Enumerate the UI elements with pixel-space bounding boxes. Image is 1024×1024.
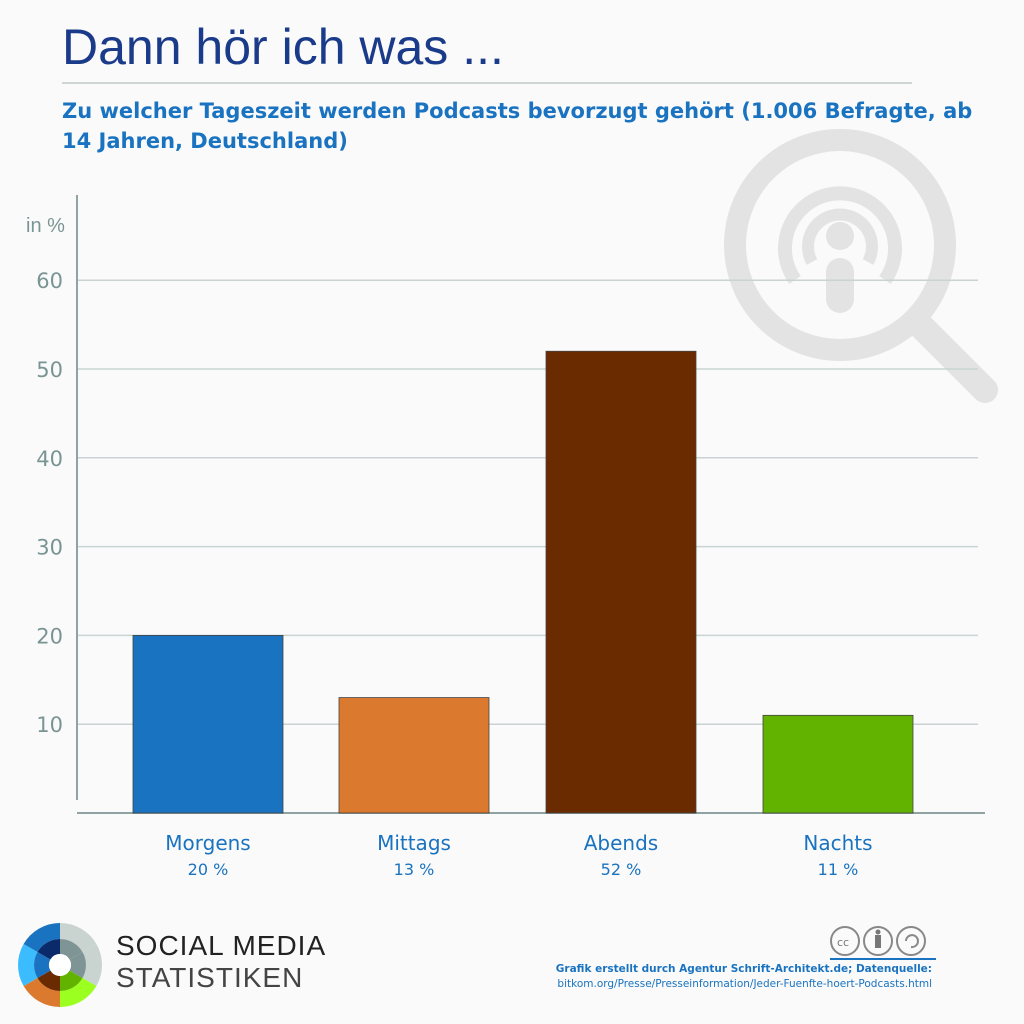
y-axis-label: in % (26, 215, 65, 237)
logo-segment (60, 978, 97, 1007)
logo-segment (23, 923, 61, 952)
logo-segment (82, 944, 102, 986)
logo-segment (60, 939, 83, 960)
bar-nachts (762, 714, 914, 814)
podcast-search-icon (724, 129, 998, 403)
logo-segment (60, 970, 83, 991)
divider (62, 82, 912, 84)
x-tick-label: Abends (584, 831, 658, 855)
x-tick-label: Morgens (165, 831, 250, 855)
y-tick-label: 60 (36, 269, 63, 293)
svg-text:cc: cc (837, 936, 849, 949)
credit-text: Grafik erstellt durch Agentur Schrift-Ar… (555, 963, 932, 975)
brand-line-1: SOCIAL MEDIA (116, 930, 327, 961)
page-title: Dann hör ich was ... (62, 19, 504, 75)
cc-icon (830, 926, 860, 956)
value-label: 52 % (601, 860, 642, 879)
y-tick-label: 10 (36, 713, 63, 737)
brand-logo (18, 923, 102, 1007)
x-tick-label: Nachts (803, 831, 872, 855)
y-tick-label: 30 (36, 536, 63, 560)
logo-segment (37, 939, 60, 960)
source-link[interactable]: bitkom.org/Presse/Presseinformation/Jede… (557, 978, 932, 990)
license-icons: cc (830, 926, 936, 960)
y-tick-label: 40 (36, 447, 63, 471)
bar-morgens (132, 635, 284, 814)
logo-segment (69, 952, 86, 978)
bar-abends (545, 350, 697, 814)
value-label: 20 % (188, 860, 229, 879)
by-icon (863, 926, 893, 956)
logo-segment (18, 944, 38, 986)
bar-mittags (338, 697, 490, 814)
brand-name: SOCIAL MEDIA STATISTIKEN (116, 930, 326, 994)
logo-segment (34, 952, 51, 978)
logo-segment (37, 970, 60, 991)
subtitle: Zu welcher Tageszeit werden Podcasts bev… (62, 99, 973, 153)
sa-icon (896, 926, 926, 956)
x-tick-label: Mittags (377, 831, 451, 855)
y-tick-label: 20 (36, 624, 63, 648)
brand-line-2: STATISTIKEN (116, 962, 304, 993)
value-label: 11 % (818, 860, 859, 879)
logo-segment (60, 923, 97, 952)
logo-segment (23, 978, 61, 1007)
y-tick-label: 50 (36, 358, 63, 382)
value-label: 13 % (394, 860, 435, 879)
